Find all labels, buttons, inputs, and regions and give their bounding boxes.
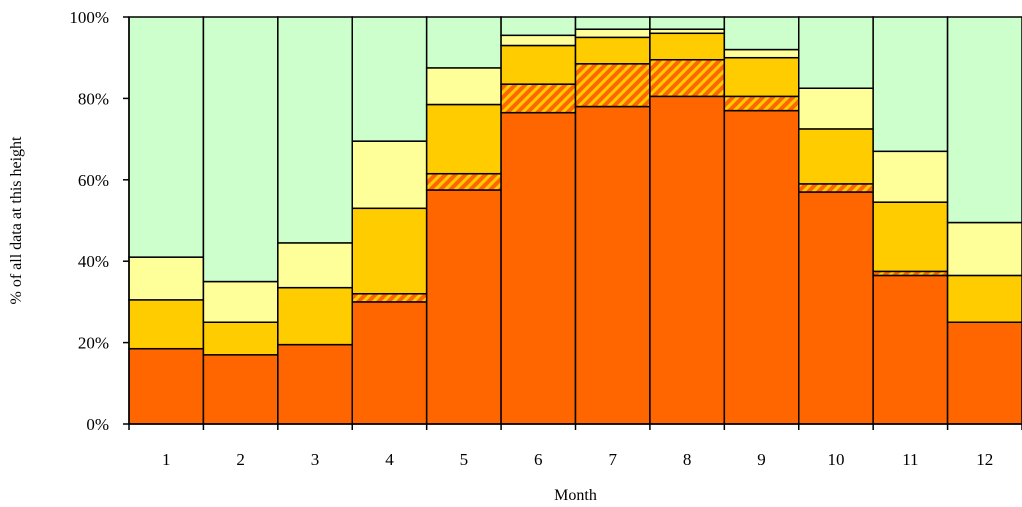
bar-segment-month-6-series-4 <box>500 34 577 47</box>
bar-segment-month-5-series-4 <box>425 67 502 106</box>
bar-segment-month-3-series-1 <box>277 343 354 425</box>
bar-segment-month-7-series-5 <box>574 16 651 30</box>
y-ticks-group: 0% 20% 40% 60% 80% 100% <box>69 8 129 434</box>
bar-segment-month-10-series-3 <box>798 128 874 185</box>
bar-segment-month-2-series-5 <box>202 16 279 283</box>
bar-segment-month-10-series-1 <box>798 191 874 425</box>
bar-segment-month-9-series-3 <box>723 56 800 98</box>
x-tick-label-month-7: 7 <box>608 450 617 469</box>
bar-segment-month-9-series-1 <box>723 109 800 425</box>
bar-segment-month-12-series-5 <box>946 16 1022 224</box>
bar-segment-month-12-series-4 <box>946 221 1022 277</box>
bar-segment-month-12-series-1 <box>946 321 1022 425</box>
bar-segment-month-6-series-5 <box>500 16 577 37</box>
bar-segment-month-2-series-4 <box>202 280 279 323</box>
x-tick-label-month-8: 8 <box>683 450 692 469</box>
bar-segment-month-5-series-3 <box>425 103 502 175</box>
bar-segment-month-11-series-3 <box>872 201 949 273</box>
x-tick-label-month-11: 11 <box>902 450 918 469</box>
bar-segment-month-7-series-4 <box>574 28 651 39</box>
bar-segment-month-5-series-1 <box>425 189 502 425</box>
bar-segment-month-7-series-1 <box>574 105 651 425</box>
bar-segment-month-4-series-4 <box>351 140 428 210</box>
x-tick-label-month-6: 6 <box>534 450 543 469</box>
bar-segment-month-10-series-5 <box>798 16 874 89</box>
bar-segment-month-12-series-3 <box>946 274 1022 324</box>
bar-segment-month-4-series-2 <box>351 293 428 303</box>
bar-segment-month-4-series-3 <box>351 207 428 295</box>
bar-segment-month-9-series-2 <box>723 95 800 112</box>
bar-segment-month-10-series-2 <box>798 183 874 193</box>
bar-segment-month-4-series-5 <box>351 16 428 142</box>
bar-segment-month-2-series-3 <box>202 321 279 356</box>
y-tick-label: 20% <box>78 334 109 353</box>
x-tick-label-month-1: 1 <box>162 450 171 469</box>
bar-segment-month-1-series-5 <box>128 16 205 258</box>
bar-segment-month-1-series-4 <box>128 256 205 301</box>
bar-segment-month-9-series-4 <box>723 48 800 59</box>
bar-segment-month-1-series-3 <box>128 299 205 350</box>
y-tick-label: 60% <box>78 171 109 190</box>
x-tick-label-month-5: 5 <box>460 450 469 469</box>
bar-segment-month-3-series-4 <box>277 242 354 289</box>
bar-segment-month-11-series-4 <box>872 150 949 203</box>
y-tick-label: 100% <box>69 8 109 27</box>
bar-segment-month-8-series-5 <box>649 16 726 30</box>
bar-segment-month-4-series-1 <box>351 301 428 425</box>
bar-segment-month-9-series-5 <box>723 16 800 51</box>
x-axis-title: Month <box>554 487 597 504</box>
x-tick-label-month-10: 10 <box>827 450 844 469</box>
bar-segment-month-5-series-2 <box>425 172 502 191</box>
y-axis-title: % of all data at this height <box>8 136 25 305</box>
bar-segment-month-8-series-1 <box>649 95 726 425</box>
bar-segment-month-11-series-5 <box>872 16 949 153</box>
x-tick-label-month-4: 4 <box>385 450 394 469</box>
y-tick-label: 0% <box>86 415 109 434</box>
bar-segment-month-8-series-2 <box>649 58 726 98</box>
bar-segment-month-2-series-1 <box>202 354 279 425</box>
x-tick-label-month-3: 3 <box>311 450 320 469</box>
bar-segment-month-7-series-3 <box>574 36 651 65</box>
bar-segment-month-11-series-1 <box>872 274 949 425</box>
y-tick-label: 80% <box>78 89 109 108</box>
bar-segment-month-8-series-3 <box>649 32 726 61</box>
bar-segment-month-1-series-1 <box>128 347 205 425</box>
x-ticks-group: 1 2 3 4 5 6 7 8 9 10 11 12 <box>128 424 1022 469</box>
bar-segment-month-6-series-3 <box>500 44 577 85</box>
x-tick-label-month-9: 9 <box>757 450 766 469</box>
bar-segment-month-10-series-4 <box>798 87 874 130</box>
bars-group <box>128 16 1022 425</box>
bar-segment-month-3-series-5 <box>277 16 354 244</box>
bar-segment-month-7-series-2 <box>574 63 651 108</box>
bar-segment-month-6-series-2 <box>500 83 577 114</box>
bar-segment-month-3-series-3 <box>277 286 354 346</box>
bar-segment-month-6-series-1 <box>500 111 577 425</box>
y-tick-label: 40% <box>78 252 109 271</box>
x-tick-label-month-12: 12 <box>976 450 993 469</box>
bar-segment-month-5-series-5 <box>425 16 502 69</box>
x-tick-label-month-2: 2 <box>236 450 245 469</box>
